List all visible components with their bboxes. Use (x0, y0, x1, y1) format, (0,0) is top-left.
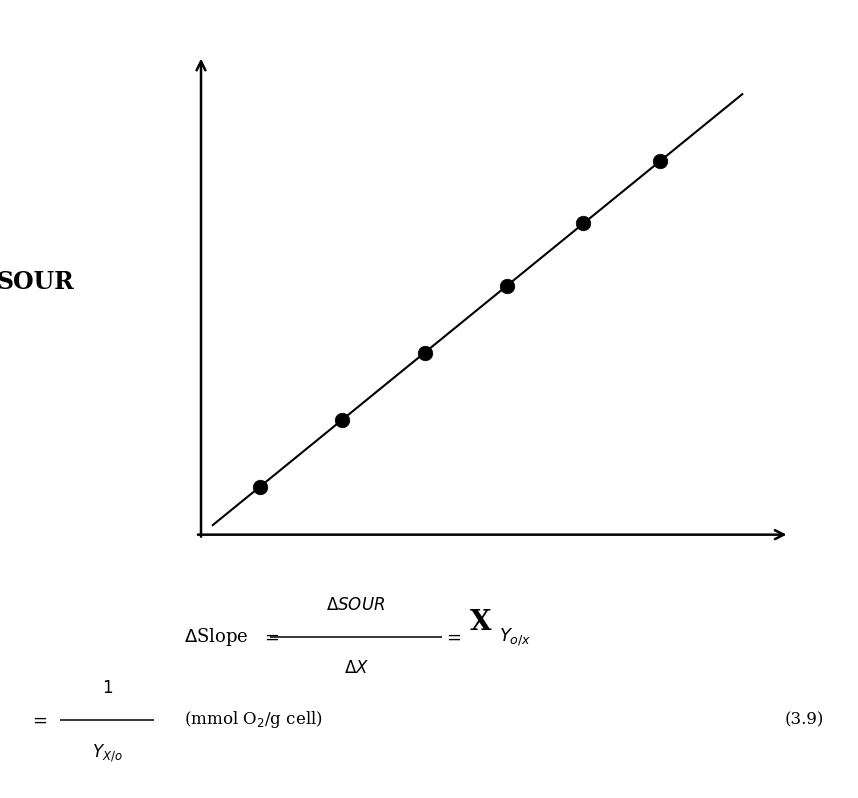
Text: $=$: $=$ (261, 628, 280, 646)
Text: SOUR: SOUR (0, 270, 75, 294)
Text: $=$: $=$ (29, 711, 48, 729)
Point (653, 155, 667, 168)
Text: $\Delta X$: $\Delta X$ (343, 660, 369, 677)
Text: $\Delta SOUR$: $\Delta SOUR$ (327, 598, 385, 614)
Text: X: X (469, 609, 492, 636)
Text: $=$: $=$ (443, 628, 462, 646)
Text: (mmol O$_2$/g cell): (mmol O$_2$/g cell) (184, 709, 323, 730)
Point (500, 279, 514, 292)
Point (577, 217, 590, 230)
Point (253, 480, 267, 493)
Text: $\Delta$Slope: $\Delta$Slope (184, 626, 249, 648)
Text: $Y_{o/x}$: $Y_{o/x}$ (498, 626, 531, 648)
Text: (3.9): (3.9) (784, 711, 824, 729)
Point (335, 413, 349, 426)
Text: $1$: $1$ (102, 680, 112, 697)
Point (418, 346, 432, 359)
Text: $Y_{X/o}$: $Y_{X/o}$ (92, 742, 123, 764)
